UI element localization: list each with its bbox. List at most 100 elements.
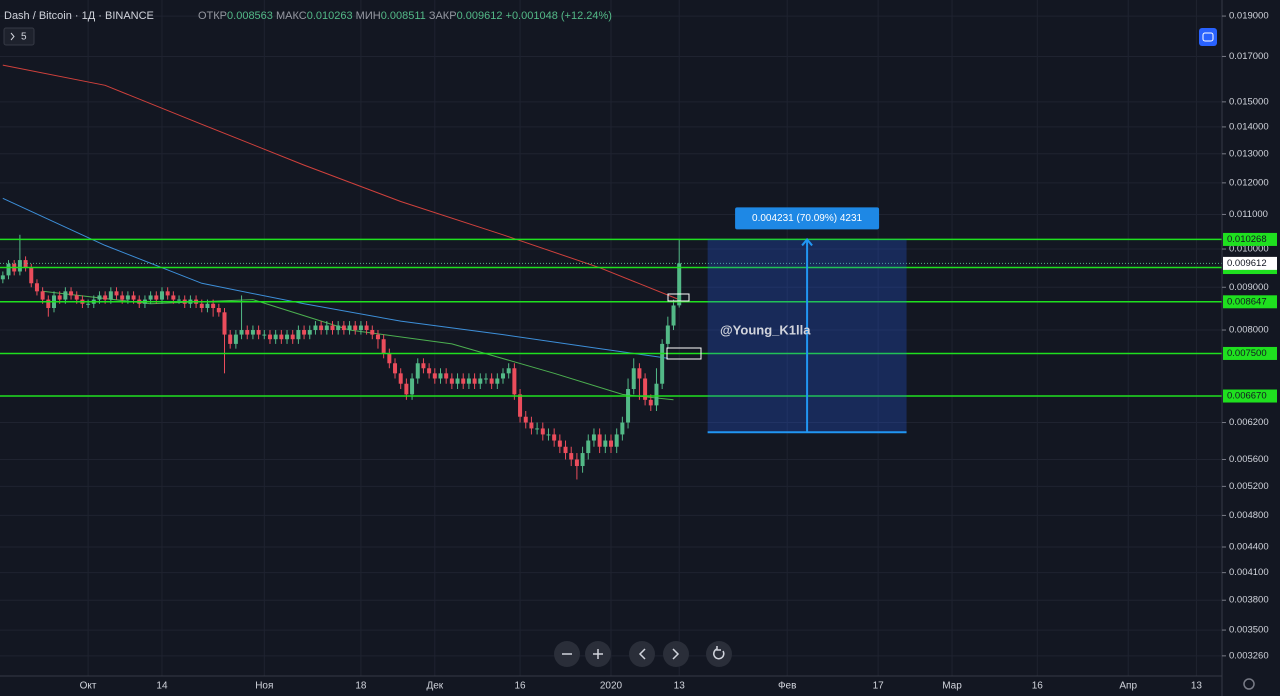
x-tick-label: 14 xyxy=(156,681,168,692)
x-tick-label: 17 xyxy=(873,681,885,692)
candle-body xyxy=(267,334,272,340)
candle-body xyxy=(46,299,51,309)
candle-body xyxy=(279,334,284,340)
moving-average xyxy=(2,197,668,359)
close-value: 0.009612 xyxy=(457,10,503,22)
scroll-right-button[interactable] xyxy=(663,641,689,667)
close-label: ЗАКР xyxy=(429,10,457,22)
candle-body xyxy=(86,303,91,305)
y-tick-label: 0.009000 xyxy=(1229,282,1269,293)
y-tick-label: 0.004400 xyxy=(1229,542,1269,553)
moving-average xyxy=(2,64,680,301)
left-icon xyxy=(638,648,646,660)
candle-body xyxy=(341,325,346,331)
candle-body xyxy=(472,378,477,384)
nav-buttons xyxy=(554,641,732,667)
candle-body xyxy=(631,368,636,390)
y-tick-label: 0.005600 xyxy=(1229,454,1269,465)
candle-body xyxy=(461,378,466,384)
candle-body xyxy=(330,325,335,331)
plot: 0.004231 (70.09%) 4231 xyxy=(0,0,1222,676)
reset-button[interactable] xyxy=(706,641,732,667)
symbol-title: Dash / Bitcoin · 1Д · BINANCE xyxy=(4,10,154,22)
level-label: 0.008647 xyxy=(1227,296,1267,307)
scroll-left-button[interactable] xyxy=(629,641,655,667)
x-tick-label: 2020 xyxy=(600,681,623,692)
candle-body xyxy=(432,373,437,379)
candle-body xyxy=(381,339,386,354)
candle-body xyxy=(57,295,62,300)
candle-body xyxy=(449,378,454,384)
plus-icon xyxy=(593,649,603,659)
candle-body xyxy=(404,383,409,395)
candle-body xyxy=(609,440,613,447)
level-label: 0.006670 xyxy=(1227,391,1267,402)
sync-button[interactable] xyxy=(1199,28,1217,46)
candle-body xyxy=(478,378,483,384)
marker-box xyxy=(666,347,702,360)
candle-body xyxy=(614,434,619,447)
candle-body xyxy=(177,299,182,301)
open-value: 0.008563 xyxy=(227,10,273,22)
y-tick-label: 0.014000 xyxy=(1229,121,1269,132)
candle-body xyxy=(643,378,648,400)
reset-icon xyxy=(713,646,725,660)
indicator-toggle[interactable] xyxy=(3,27,35,46)
indicator-count: 5 xyxy=(21,32,27,43)
candle-body xyxy=(205,303,210,309)
x-tick-label: Дек xyxy=(426,681,443,692)
y-tick-label: 0.019000 xyxy=(1229,11,1269,22)
y-tick-label: 0.004100 xyxy=(1229,567,1269,578)
candle-body xyxy=(319,325,324,331)
x-tick-label: Окт xyxy=(80,681,97,692)
level-label: 0.007500 xyxy=(1227,348,1267,359)
watermark: @Young_K1lla xyxy=(720,322,811,337)
candle-body xyxy=(529,422,534,429)
candle-body xyxy=(336,325,341,331)
y-tick-label: 0.012000 xyxy=(1229,177,1269,188)
candle-body xyxy=(665,325,670,344)
candle-body xyxy=(17,260,22,272)
candle-body xyxy=(302,330,307,335)
candle-body xyxy=(660,343,665,384)
candle-body xyxy=(40,291,45,300)
candle-body xyxy=(69,291,74,296)
candle-body xyxy=(131,295,136,300)
candle-body xyxy=(427,368,432,374)
price-label-box xyxy=(1223,256,1277,270)
x-tick-label: Ноя xyxy=(255,681,273,692)
candle-body xyxy=(159,291,164,300)
candle-body xyxy=(438,373,443,379)
candle-body xyxy=(285,334,290,340)
level-label-box xyxy=(1223,295,1277,309)
candle-body xyxy=(540,428,545,435)
moving-average xyxy=(42,290,674,401)
y-tick-label: 0.005200 xyxy=(1229,481,1269,492)
candle-body xyxy=(603,440,608,447)
candle-body xyxy=(677,263,682,306)
candle-body xyxy=(228,334,233,344)
candle-body xyxy=(347,325,352,331)
candle-body xyxy=(199,303,204,309)
marker-box xyxy=(667,293,690,302)
candle-body xyxy=(34,283,39,292)
candle-body xyxy=(455,378,460,384)
candle-body xyxy=(239,330,244,335)
settings-button[interactable] xyxy=(1243,678,1255,690)
candle-body xyxy=(63,291,68,300)
candle-body xyxy=(216,308,221,313)
y-tick-label: 0.003260 xyxy=(1229,650,1269,661)
candle-body xyxy=(569,453,574,460)
candle-body xyxy=(387,353,392,364)
x-tick-label: 16 xyxy=(514,681,526,692)
candle-body xyxy=(245,330,250,335)
candle-body xyxy=(211,303,216,309)
x-tick-label: 18 xyxy=(355,681,367,692)
candle-body xyxy=(512,368,517,395)
x-tick-label: Апр xyxy=(1119,681,1137,692)
candle-body xyxy=(148,295,153,300)
candle-body xyxy=(256,330,261,335)
candle-body xyxy=(74,295,79,300)
candle-body xyxy=(114,291,119,296)
